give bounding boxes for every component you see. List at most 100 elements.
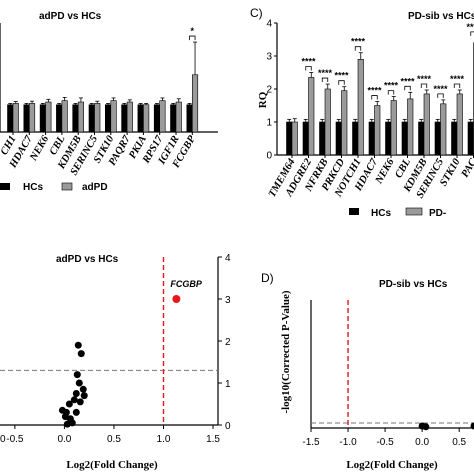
panel-c-bars: 01234TMEM64ADGRE2NFRKBPRKCDNOTCH1HDAC7NE… [266,19,474,200]
panel-c-bar-chart: C) PD-sib vs HCs RQ 01234TMEM64ADGRE2NFR… [250,6,474,219]
bar-pd-serinc5 [440,103,447,156]
highlight-label-fcgbp: FCGBP [170,279,202,289]
bar-hcs-pac [467,121,474,156]
significance-bracket [437,93,444,98]
x-tick-label-partial: 0 [0,434,6,445]
data-point [422,423,430,431]
bar-adpd-paqr7 [126,101,133,133]
x-tick-label: 0.0 [415,437,429,448]
panel-c-legend: HCs PD- [349,207,446,219]
panel-b-xlabel: Log2(Fold Change) [66,459,158,471]
panel-b-volcano: adPD vs HCs -0.5 0.0 0.5 1.0 1.5012340FCGBP … [0,253,231,471]
bar-adpd-fcgbp [192,74,199,133]
x-tick-label: -0.5 [376,437,394,448]
y-tick-label: 2 [266,85,272,96]
y-tick-label: 1 [266,118,272,129]
x-tick-label: 1.0 [157,434,171,445]
legend-swatch-hcs [0,183,10,190]
significance-bracket [453,83,461,88]
x-tick-label: 0.5 [452,437,466,448]
bar-hcs-nek6 [385,121,392,156]
bar-hcs-kdm5b [72,104,79,133]
bar-hcs-igf1r [170,104,177,133]
data-point [75,379,83,387]
legend-swatch-adpd [61,182,73,191]
bar-hcs-rps17 [153,104,160,133]
significance-bracket [189,35,196,41]
legend-label-adpd: adPD [82,182,108,193]
legend-label-hcs: HCs [23,182,43,193]
y-tick-label: 0 [225,421,231,432]
bar-hcs-hdac7 [23,104,30,133]
bar-adpd-hdac7 [28,103,36,133]
significance-bracket [420,83,428,88]
significance-bracket [305,66,312,71]
legend-swatch-pd-sib [405,207,423,216]
bar-hcs-nek6 [39,104,46,133]
bar-hcs-kdm5b [418,121,425,156]
bar-hcs-hdac7 [368,121,375,156]
legend-label-pd-sib: PD- [429,208,446,219]
panel-a-legend: HCs adPD [0,182,108,193]
bar-hcs-prkcd [335,121,342,156]
significance-stars: **** [318,68,333,78]
y-tick-label: 0 [266,151,272,162]
bar-adpd-serinc5 [94,103,101,133]
bar-adpd-rps17 [159,100,166,133]
bar-adpd-pkia [143,104,150,133]
data-point [72,408,80,416]
data-point [470,422,474,430]
x-tick-label: -1.5 [302,437,320,448]
y-tick-label: 3 [225,295,231,306]
bar-pd-tmem64 [291,121,298,156]
significance-bracket [338,80,345,85]
panel-a-title: adPD vs HCs [39,11,102,22]
significance-stars: **** [466,22,474,32]
significance-stars: **** [334,71,349,81]
x-tick-label: 0.5 [107,434,121,445]
bar-hcs-notch1 [352,121,359,156]
bar-pd-cbl [407,98,414,156]
legend-swatch-hcs [349,208,359,215]
y-tick-label: 3 [266,52,272,63]
panel-d-volcano: D) PD-sib vs HCs -log10(Corrected P-Valu… [261,271,474,471]
bar-adpd-kdm5b [77,101,84,133]
bar-hcs-nfrkb [319,121,326,156]
panel-d-xlabel: Log2(Fold Change) [346,459,438,471]
x-tick-label: -1.0 [339,437,357,448]
panel-b-title: adPD vs HCs [56,254,119,265]
bar-pd-kdm5b [423,93,430,156]
panel-c-letter: C) [250,6,263,20]
bar-pd-nfrkb [324,88,331,156]
data-point [74,341,82,349]
bar-adpd-stk10 [110,100,117,133]
bar-hcs-cbl [56,104,63,133]
y-tick-label: 1 [225,379,231,390]
x-tick-label: -0.5 [6,434,24,445]
panel-a-bars: CH1HDAC7NEK6CBLKDM5BSERINC5STK10PAQR7PKI… [0,23,218,177]
bar-hcs-fcgbp [186,104,193,133]
panel-d-ylabel: -log10(Corrected P-Value) [280,290,292,413]
significance-stars: **** [367,86,382,96]
bar-hcs-stk10 [451,121,458,156]
bar-pd-hdac7 [374,105,381,156]
data-point [63,420,71,428]
significance-stars: **** [433,84,448,94]
bar-hcs-cbl [401,121,408,156]
data-point [70,396,78,404]
panel-c-title: PD-sib vs HCs [408,11,474,22]
significance-bracket [404,85,411,91]
data-point [77,350,85,358]
y-tick-label: 2 [225,337,231,348]
data-point [80,392,88,400]
panel-d-title: PD-sib vs HCs [379,279,448,290]
data-point [73,371,81,379]
bar-pd-nek6 [390,100,397,156]
x-tick-label: 1.5 [206,434,220,445]
bar-pd-adgre2 [308,77,315,156]
panel-a-bar-chart: adPD vs HCs CH1HDAC7NEK6CBLKDM5BSERINC5S… [0,11,218,193]
panel-b-plot: -0.5 0.0 0.5 1.0 1.5 0 1 2 3 4 0 FCGBP [0,253,231,445]
bar-adpd-nek6 [45,101,52,133]
y-tick-label: 4 [225,253,231,264]
